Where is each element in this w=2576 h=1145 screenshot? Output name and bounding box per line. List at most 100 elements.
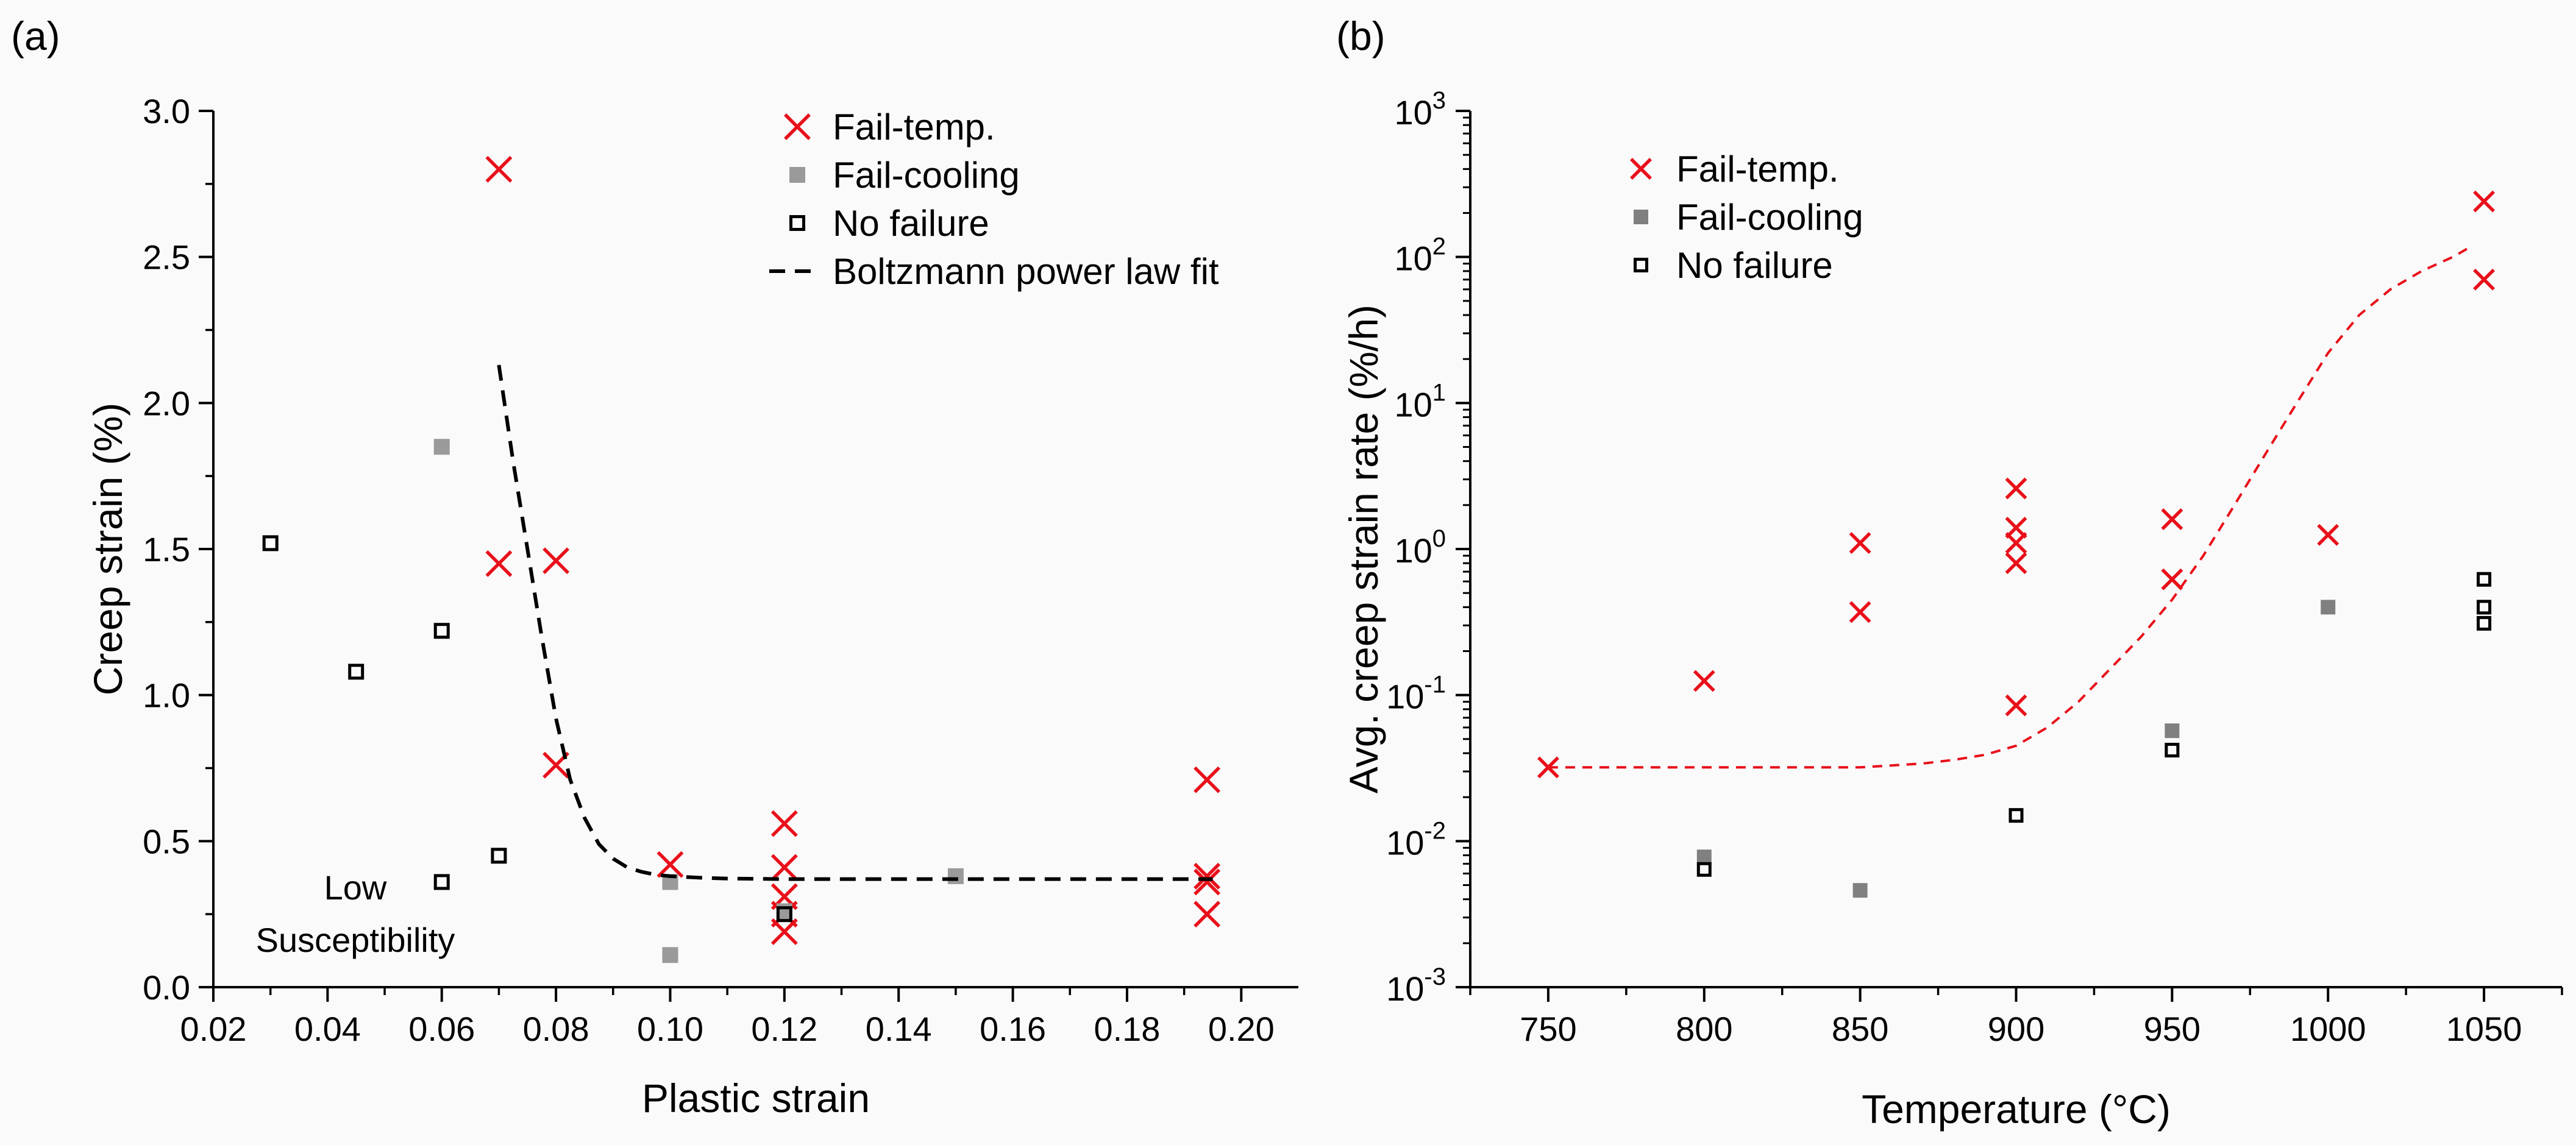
y-tick-label: 0.0 <box>143 968 190 1007</box>
x-axis-title: Plastic strain <box>642 1076 870 1121</box>
y-tick-label: 100 <box>1394 525 1446 570</box>
data-point-fail-temp <box>1194 868 1221 896</box>
data-point-fail-temp <box>2161 568 2183 590</box>
data-point-no-failure <box>348 664 365 680</box>
y-tick-base: 10 <box>1394 385 1432 424</box>
data-point-no-failure <box>2477 615 2492 631</box>
y-tick-label: 2.5 <box>143 238 190 277</box>
y-tick-label: 3.0 <box>143 92 190 130</box>
panel-label: (a) <box>11 13 60 58</box>
data-point-fail-temp <box>656 851 684 878</box>
legend-swatch <box>1634 258 1648 272</box>
x-tick-label: 900 <box>1988 1010 2044 1048</box>
legend-swatch <box>789 167 805 183</box>
data-point-fail-temp <box>770 854 798 881</box>
data-point-fail-cooling <box>1696 849 1712 865</box>
fit-line-fit <box>1548 247 2469 769</box>
series-fail-cooling <box>433 439 964 963</box>
annotation-text: Susceptibility <box>256 921 455 959</box>
data-point-fail-temp <box>485 155 513 183</box>
chart-panel-a: (a) 0.02 0.04 0.06 0.08 0.10 0.12 0.14 0.16 0.18 0… <box>11 13 1298 1121</box>
legend-item-no-failure: No failure <box>1634 245 1833 286</box>
y-tick-base: 10 <box>1394 531 1432 570</box>
series-no-failure <box>1696 572 2492 877</box>
legend-label: No failure <box>1676 245 1833 286</box>
data-point-fail-temp <box>2005 532 2027 555</box>
data-point-fail-temp <box>1194 766 1221 793</box>
data-point-fail-cooling <box>433 439 450 455</box>
data-point-fail-cooling <box>2165 723 2180 739</box>
data-point-fail-temp <box>2473 190 2496 213</box>
legend-label: Fail-cooling <box>1676 197 1863 238</box>
y-tick-base: 10 <box>1386 970 1424 1008</box>
y-tick-label: 102 <box>1394 233 1446 278</box>
y-tick-exponent: -3 <box>1424 963 1446 990</box>
x-tick-label: 850 <box>1832 1010 1888 1048</box>
data-point-fail-temp <box>2473 268 2496 291</box>
data-point-no-failure <box>2165 742 2180 757</box>
x-tick-label: 750 <box>1520 1010 1576 1048</box>
data-point-no-failure <box>2477 572 2492 587</box>
data-point-fail-temp <box>2317 523 2339 546</box>
x-tick-label: 0.02 <box>180 1010 247 1048</box>
data-point-no-failure <box>491 848 507 864</box>
y-tick-exponent: 3 <box>1432 87 1446 114</box>
x-tick-label: 800 <box>1676 1010 1732 1048</box>
series-boltzmann-power-law-fit <box>497 364 1213 881</box>
legend-label: Fail-temp. <box>1676 149 1839 190</box>
y-tick-base: 10 <box>1394 93 1432 132</box>
series-no-failure <box>262 535 792 923</box>
x-tick-label: 1050 <box>2446 1010 2522 1048</box>
data-point-fail-temp <box>1194 862 1221 890</box>
x-tick-label: 0.18 <box>1094 1010 1160 1048</box>
data-point-fail-temp <box>1849 601 1871 623</box>
x-tick-label: 0.10 <box>637 1010 703 1048</box>
data-point-fail-temp <box>770 918 798 945</box>
legend-swatch <box>1630 158 1652 180</box>
data-point-fail-cooling <box>947 868 964 884</box>
y-tick-exponent: 1 <box>1432 379 1446 406</box>
data-point-fail-temp <box>1194 901 1221 928</box>
y-tick-label: 10-1 <box>1386 672 1446 716</box>
legend-label: Fail-cooling <box>833 155 1020 196</box>
legend-item-fail-temp: Fail-temp. <box>1630 149 1839 190</box>
y-tick-label: 10-2 <box>1386 817 1446 862</box>
y-tick-base: 10 <box>1386 823 1424 862</box>
y-tick-label: 1.0 <box>143 676 190 715</box>
x-tick-label: 1000 <box>2290 1010 2366 1048</box>
data-point-fail-cooling <box>662 947 678 963</box>
y-tick-exponent: 2 <box>1432 233 1446 260</box>
y-tick-exponent: -2 <box>1424 817 1446 844</box>
chart-panel-b: (b)750 800 850 900 950 1000 105010-310-210-110… <box>1336 13 2563 1132</box>
y-tick-label: 103 <box>1394 87 1446 132</box>
data-point-no-failure <box>776 906 792 923</box>
y-tick-label: 0.5 <box>143 822 190 860</box>
data-point-fail-temp <box>770 810 798 837</box>
x-tick-label: 0.20 <box>1208 1010 1275 1048</box>
x-tick-label: 0.08 <box>523 1010 589 1048</box>
legend-swatch <box>1634 210 1648 224</box>
y-tick-label: 2.0 <box>143 384 190 422</box>
data-point-no-failure <box>433 623 450 639</box>
y-axis-title: Avg. creep strain rate (%/h) <box>1341 305 1386 793</box>
legend-label: Boltzmann power law fit <box>833 251 1219 292</box>
x-tick-label: 0.12 <box>751 1010 817 1048</box>
data-point-no-failure <box>2477 600 2492 615</box>
data-point-fail-cooling <box>2321 600 2336 615</box>
legend-item-fail-cooling: Fail-cooling <box>1634 197 1863 238</box>
x-tick-label: 0.14 <box>866 1010 932 1048</box>
data-point-no-failure <box>433 874 450 890</box>
legend-label: Fail-temp. <box>833 107 995 147</box>
data-point-fail-temp <box>1849 532 1871 555</box>
x-tick-label: 0.16 <box>980 1010 1046 1048</box>
data-point-fail-temp <box>543 547 570 575</box>
data-point-fail-temp <box>2161 508 2183 531</box>
y-tick-base: 10 <box>1386 678 1424 716</box>
y-tick-label: 101 <box>1394 379 1446 424</box>
y-tick-label: 10-3 <box>1386 963 1446 1008</box>
data-point-fail-temp <box>2005 552 2027 575</box>
y-tick-label: 1.5 <box>143 530 190 569</box>
legend-item-fail-cooling: Fail-cooling <box>789 155 1020 196</box>
data-point-fail-temp <box>2005 477 2027 500</box>
